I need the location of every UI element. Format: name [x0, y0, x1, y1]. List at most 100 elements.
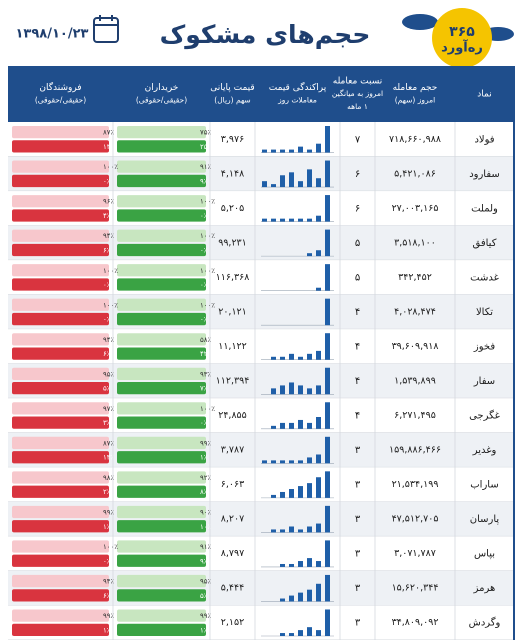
dispersion-bar — [262, 460, 267, 464]
symbol: هرمز — [473, 583, 496, 594]
dispersion-bar — [298, 181, 303, 188]
buyers-bar — [117, 298, 206, 311]
column-header: پراکندگی قیمت — [269, 81, 327, 93]
symbol: بپاس — [474, 549, 495, 560]
symbol: غدشت — [470, 272, 499, 283]
dispersion-bar — [280, 491, 285, 498]
buyers-share: ۹٪ — [200, 177, 208, 185]
dispersion-bar — [316, 385, 321, 395]
dispersion-bar — [325, 505, 330, 533]
dispersion-bar — [316, 287, 321, 291]
price: ۴,۱۴۸ — [221, 168, 244, 179]
ratio: ۴ — [355, 341, 360, 352]
buyers-share: ۰٪ — [200, 212, 208, 220]
sellers-share: ۹۶٪ — [103, 198, 115, 206]
sellers-bar — [12, 609, 109, 622]
logo-name: رەآورد — [441, 39, 483, 56]
dispersion-bar — [325, 229, 330, 257]
buyers-share: ۹٪ — [200, 557, 208, 565]
sellers-bar — [12, 312, 109, 326]
ratio: ۶ — [355, 169, 360, 180]
dispersion-bar — [298, 385, 303, 395]
dispersion-bar — [298, 486, 303, 498]
buyers-bar — [117, 540, 206, 553]
sellers-bar — [12, 589, 109, 602]
sellers-bar — [12, 160, 109, 173]
volume: ۵,۴۲۱,۰۸۶ — [394, 168, 436, 179]
column-header: امروز به میانگین — [332, 89, 383, 98]
buyers-share: ۰٪ — [200, 247, 208, 255]
dispersion-bar — [298, 630, 303, 636]
buyers-share: ۱٪ — [200, 626, 208, 634]
sellers-bar — [12, 174, 109, 188]
dispersion-bar — [271, 460, 276, 464]
dispersion-bar — [271, 356, 276, 360]
column-header: (حقیقی/حقوقی) — [136, 96, 187, 105]
dispersion-bar — [316, 477, 321, 498]
sellers-bar — [12, 367, 109, 380]
buyers-share: ۵٪ — [200, 592, 208, 600]
date: ۱۳۹۸/۱۰/۲۳ — [16, 27, 89, 42]
dispersion-bar — [307, 353, 312, 360]
dispersion-bar — [325, 402, 330, 429]
calendar-frame — [93, 17, 119, 43]
ratio: ۳ — [355, 583, 361, 594]
buyers-bar — [117, 229, 206, 242]
sellers-share: ۱۰۰٪ — [103, 267, 118, 275]
buyers-bar — [117, 436, 206, 450]
column-header: سهم (ریال) — [214, 96, 250, 105]
dispersion-bar — [307, 169, 312, 188]
sellers-bar — [12, 471, 109, 484]
volume: ۱۵۹,۸۸۶,۴۶۶ — [389, 445, 441, 456]
buyers-bar — [117, 243, 206, 257]
sellers-bar — [12, 382, 109, 395]
sellers-share: ۶٪ — [103, 592, 111, 600]
dispersion-bar — [298, 356, 303, 360]
symbol: ساراب — [470, 480, 498, 491]
buyers-bar — [117, 264, 206, 277]
buyers-bar — [117, 347, 206, 360]
dispersion-bar — [325, 126, 330, 153]
buyers-share: ۱۰۰٪ — [200, 267, 215, 275]
buyers-bar — [117, 416, 206, 429]
buyers-bar — [117, 312, 206, 326]
column-header: نماد — [477, 90, 491, 100]
dispersion-bar — [325, 609, 330, 636]
buyers-share: ۴۲٪ — [200, 350, 212, 358]
buyers-bar — [117, 485, 206, 498]
dispersion-bar — [289, 218, 294, 222]
buyers-bar — [117, 140, 206, 153]
sellers-bar — [12, 574, 109, 588]
logo: ۳۶۵ رەآورد — [402, 8, 514, 68]
buyers-share: ۰٪ — [200, 316, 208, 324]
dispersion-bar — [298, 218, 303, 222]
volume: ۳,۵۱۸,۱۰۰ — [394, 237, 436, 248]
symbol: سفارود — [469, 169, 500, 180]
sellers-bar — [12, 243, 109, 257]
dispersion-bar — [271, 425, 276, 429]
dispersion-bar — [316, 250, 321, 257]
price: ۸,۷۹۷ — [221, 548, 244, 559]
buyers-share: ۸٪ — [200, 488, 208, 496]
buyers-bar — [117, 209, 206, 222]
sellers-bar — [12, 209, 109, 222]
sellers-share: ۹۹٪ — [103, 509, 115, 517]
buyers-bar — [117, 174, 206, 188]
volume: ۳۴۲,۴۵۲ — [398, 272, 432, 283]
sellers-share: ۱۰۰٪ — [103, 301, 118, 309]
sellers-bar — [12, 229, 109, 242]
buyers-share: ۱۰۰٪ — [200, 301, 215, 309]
volume: ۶,۲۷۱,۴۹۵ — [394, 410, 436, 421]
volume: ۲۱,۵۳۴,۱۹۹ — [392, 479, 439, 490]
dispersion-bar — [271, 388, 276, 395]
dispersion-bar — [307, 558, 312, 567]
symbol: فولاد — [474, 134, 494, 145]
dispersion-bar — [325, 264, 330, 291]
buyers-bar — [117, 554, 206, 567]
dispersion-bar — [280, 218, 285, 222]
dispersion-bar — [325, 436, 330, 464]
dispersion-bar — [289, 149, 294, 153]
buyers-share: ۷۵٪ — [200, 129, 212, 137]
symbol: وگردش — [469, 617, 501, 629]
buyers-bar — [117, 126, 206, 139]
